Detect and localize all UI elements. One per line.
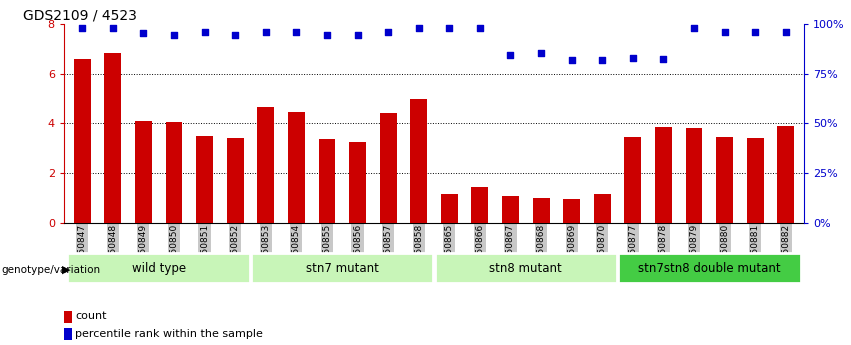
Point bbox=[351, 32, 364, 38]
Bar bbox=[226, 138, 243, 223]
Bar bbox=[105, 53, 121, 223]
Bar bbox=[74, 59, 90, 223]
Text: ▶: ▶ bbox=[62, 265, 71, 275]
Bar bbox=[778, 126, 794, 223]
Point bbox=[259, 29, 272, 35]
Point bbox=[565, 57, 579, 63]
Text: percentile rank within the sample: percentile rank within the sample bbox=[75, 329, 263, 338]
Bar bbox=[502, 197, 519, 223]
Bar bbox=[67, 254, 250, 283]
Bar bbox=[288, 112, 305, 223]
Point bbox=[320, 32, 334, 37]
Point bbox=[412, 25, 426, 31]
Point bbox=[718, 29, 732, 35]
Point bbox=[106, 25, 120, 31]
Text: count: count bbox=[75, 312, 106, 321]
Point bbox=[228, 32, 242, 38]
Point bbox=[289, 29, 303, 35]
Point bbox=[534, 50, 548, 56]
Text: stn7stn8 double mutant: stn7stn8 double mutant bbox=[638, 262, 780, 275]
Point bbox=[136, 30, 150, 36]
Point bbox=[473, 25, 487, 31]
Bar bbox=[166, 122, 182, 223]
Bar bbox=[625, 137, 642, 223]
Text: stn7 mutant: stn7 mutant bbox=[306, 262, 379, 275]
Bar bbox=[380, 114, 397, 223]
Bar bbox=[717, 137, 733, 223]
Point bbox=[779, 29, 792, 35]
Bar bbox=[410, 99, 427, 223]
Point bbox=[748, 29, 762, 35]
Point bbox=[197, 29, 211, 35]
Point bbox=[626, 55, 640, 60]
Text: GDS2109 / 4523: GDS2109 / 4523 bbox=[23, 9, 137, 23]
Bar bbox=[318, 139, 335, 223]
Bar bbox=[618, 254, 801, 283]
Bar bbox=[655, 127, 672, 223]
Bar bbox=[349, 142, 366, 223]
Bar bbox=[747, 138, 763, 223]
Bar bbox=[64, 310, 72, 323]
Bar bbox=[257, 107, 274, 223]
Text: wild type: wild type bbox=[132, 262, 186, 275]
Text: stn8 mutant: stn8 mutant bbox=[489, 262, 563, 275]
Bar bbox=[251, 254, 433, 283]
Bar bbox=[594, 194, 611, 223]
Text: genotype/variation: genotype/variation bbox=[2, 265, 100, 275]
Bar bbox=[64, 328, 72, 340]
Bar bbox=[471, 187, 488, 223]
Bar bbox=[533, 198, 550, 223]
Bar bbox=[196, 136, 213, 223]
Point bbox=[381, 29, 395, 35]
Point bbox=[76, 25, 89, 31]
Point bbox=[688, 25, 701, 31]
Point bbox=[657, 56, 671, 62]
Point bbox=[504, 52, 517, 58]
Bar bbox=[135, 121, 151, 223]
Bar bbox=[441, 194, 458, 223]
Point bbox=[443, 25, 456, 31]
Point bbox=[596, 57, 609, 63]
Bar bbox=[686, 128, 702, 223]
Bar bbox=[563, 199, 580, 223]
Bar bbox=[435, 254, 617, 283]
Point bbox=[167, 32, 180, 38]
